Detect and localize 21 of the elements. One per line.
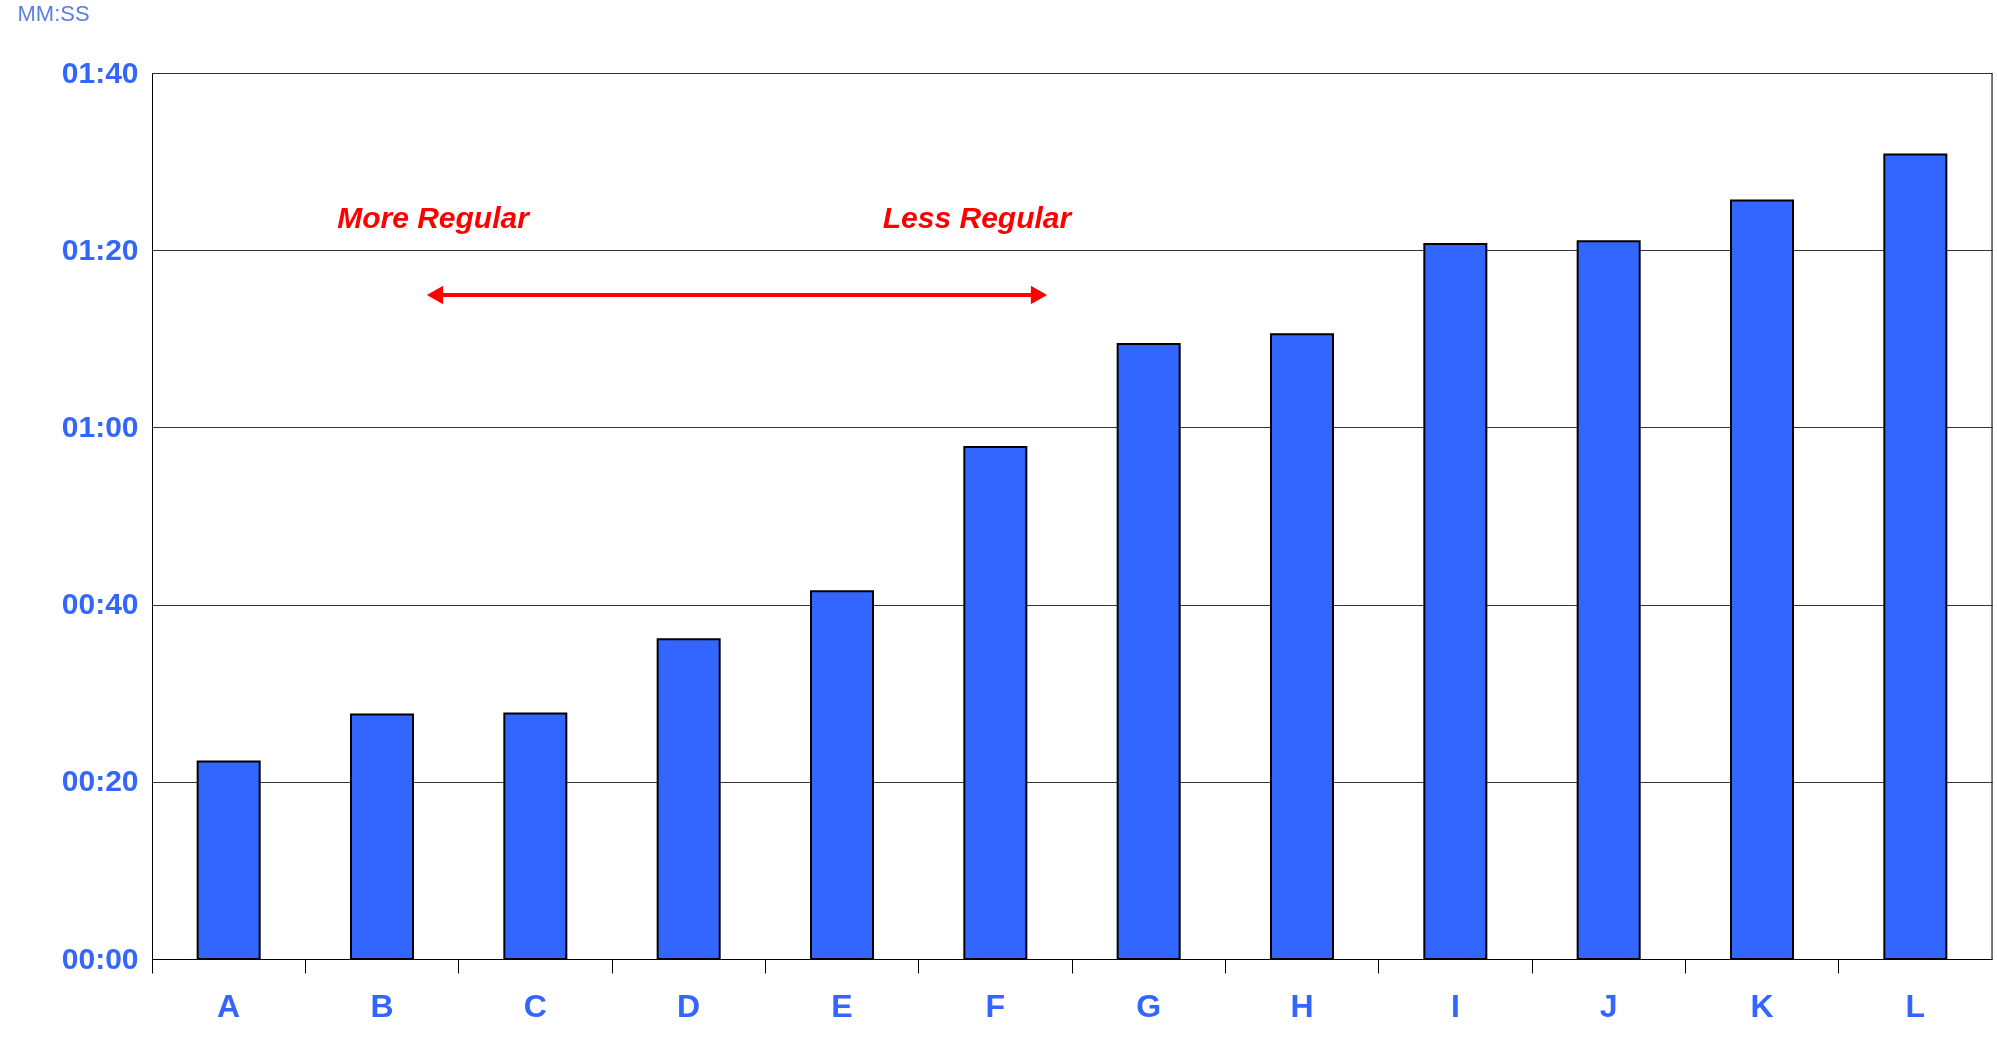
annotation: Less Regular (882, 201, 1074, 234)
y-tick-label: 00:20 (61, 764, 139, 798)
y-tick-label: 00:00 (61, 941, 139, 975)
y-tick-label: 01:40 (61, 55, 139, 89)
x-tick-label: H (1290, 987, 1314, 1024)
y-axis-title: MM:SS (17, 0, 90, 26)
x-tick-label: K (1750, 987, 1774, 1024)
x-tick-label: F (985, 987, 1006, 1024)
x-tick-label: I (1450, 987, 1460, 1024)
y-tick-label: 01:00 (61, 409, 139, 443)
x-tick-label: G (1136, 987, 1162, 1024)
x-tick-label: J (1599, 987, 1618, 1024)
y-tick-label: 00:40 (61, 587, 139, 621)
y-tick-label: 01:20 (61, 232, 139, 266)
x-tick-label: L (1905, 987, 1926, 1024)
annotation: More Regular (337, 201, 532, 234)
x-tick-label: A (217, 987, 241, 1024)
x-tick-label: C (523, 987, 547, 1024)
x-tick-label: B (370, 987, 394, 1024)
x-tick-label: E (831, 987, 853, 1024)
x-tick-label: D (677, 987, 701, 1024)
